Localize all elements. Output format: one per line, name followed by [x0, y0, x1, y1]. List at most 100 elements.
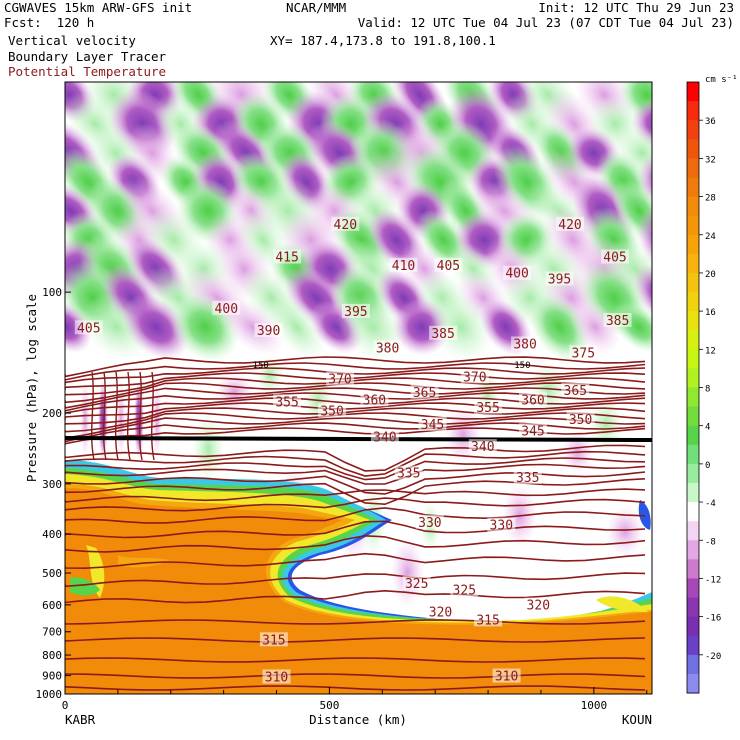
theta-contour: [65, 572, 646, 588]
colorbar: 36 32 28 24 20 16 12 8 4 0 -4 -8 -12 -16 -20: [686, 81, 721, 694]
colorbar-swatch: [687, 120, 699, 140]
theta-label-bg: [254, 323, 283, 338]
theta-label: 335: [516, 471, 539, 486]
theta-contour: [65, 589, 646, 604]
theta-label-bg: [262, 669, 291, 684]
theta-label: 400: [505, 267, 528, 282]
theta-label-bg: [511, 336, 540, 351]
theta-label: 365: [564, 384, 587, 399]
colorbar-tick-label: 12: [705, 346, 716, 356]
theta-contour: [65, 417, 646, 439]
y-tick-label: 800: [42, 649, 62, 662]
theta-label: 330: [418, 516, 441, 531]
theta-label-bg: [326, 371, 354, 386]
theta-label-bg: [331, 216, 360, 231]
theta-label: 350: [569, 413, 592, 428]
colorbar-swatch: [687, 540, 699, 560]
tracer-labels: 150 150: [253, 361, 531, 371]
colorbar-swatch: [687, 215, 699, 236]
theta-label-bg: [566, 411, 595, 426]
colorbar-swatch: [687, 597, 699, 618]
theta-contour: [65, 685, 646, 691]
y-tick-label: 600: [42, 599, 62, 612]
colorbar-tick-label: 32: [705, 155, 716, 165]
colorbar-swatch: [687, 387, 699, 408]
y-tick-label: 1000: [36, 688, 63, 701]
theta-label: 315: [262, 633, 285, 648]
theta-label: 400: [215, 302, 238, 317]
x-tick-label: 1000: [581, 699, 608, 712]
y-tick-label: 700: [42, 626, 62, 639]
velocity-cell: [390, 538, 425, 608]
potential-temperature-contours: [65, 356, 646, 691]
tracer-contour: [65, 436, 652, 442]
colorbar-swatch: [687, 463, 699, 484]
colorbar-tick-label: 24: [705, 232, 716, 242]
y-axis-label: Pressure (hPa), log scale: [24, 294, 39, 482]
theta-contour: [65, 657, 646, 663]
y-tick-label: 300: [42, 478, 62, 491]
theta-label-bg: [513, 470, 542, 484]
theta-label-bg: [418, 416, 447, 431]
theta-label: 385: [606, 314, 629, 329]
cross-section-coords: XY= 187.4,173.8 to 191.8,100.1: [270, 33, 496, 48]
colorbar-swatch: [687, 234, 699, 255]
theta-label-bg: [524, 597, 553, 612]
colorbar-swatch: [687, 101, 699, 121]
theta-label-bg: [394, 465, 423, 480]
boundary-layer-tracer-contours: [65, 436, 652, 442]
theta-contour: [138, 371, 143, 461]
theta-contour: [65, 534, 646, 553]
theta-label: 415: [275, 251, 298, 266]
theta-label: 350: [320, 404, 343, 419]
theta-label: 405: [603, 251, 626, 266]
theta-contour: [65, 463, 646, 485]
colorbar-tick-label: -8: [705, 537, 716, 547]
colorbar-swatch: [687, 578, 699, 599]
velocity-cell: [429, 291, 494, 363]
colorbar-swatch: [687, 368, 699, 389]
theta-label-bg: [373, 340, 402, 355]
theta-label: 330: [490, 519, 513, 534]
theta-label-bg: [434, 257, 463, 272]
tracer-label: 150: [253, 361, 269, 371]
theta-contour: [65, 497, 646, 512]
colorbar-tick-label: 4: [705, 423, 710, 433]
colorbar-tick-label: -4: [705, 499, 716, 509]
colorbar-swatch: [687, 635, 699, 656]
velocity-cell: [191, 415, 225, 483]
theta-contour: [65, 450, 646, 477]
theta-label-bg: [460, 369, 489, 384]
valid-time: Valid: 12 UTC Tue 04 Jul 23 (07 CDT Tue …: [357, 15, 734, 30]
init-time: Init: 12 UTC Thu 29 Jun 23: [538, 0, 734, 15]
center-label: NCAR/MMM: [286, 0, 347, 15]
colorbar-swatch: [687, 444, 699, 465]
theta-label: 325: [453, 583, 476, 598]
y-tick-label: 200: [42, 407, 62, 420]
theta-contour: [65, 471, 646, 495]
colorbar-swatch: [687, 406, 699, 427]
theta-label-bg: [487, 517, 516, 532]
colorbar-swatch: [687, 654, 699, 675]
theta-contour: [65, 488, 646, 503]
theta-label-bg: [519, 423, 547, 438]
theta-label-bg: [492, 668, 521, 683]
theta-contour: [126, 371, 131, 461]
theta-label-bg: [415, 514, 444, 529]
theta-label: 325: [405, 577, 428, 592]
colorbar-swatch: [687, 253, 699, 274]
colorbar-swatch: [687, 673, 699, 694]
theta-label: 315: [476, 613, 499, 628]
colorbar-swatch: [687, 82, 699, 102]
potential-temperature-labels: 420 420 415 410 405 405 405 400 400 395 395 390 385 3…: [74, 216, 632, 686]
theta-label-bg: [74, 320, 103, 335]
colorbar-swatch: [687, 272, 699, 293]
velocity-cell: [611, 179, 652, 243]
theta-label-bg: [569, 345, 598, 360]
theta-label: 370: [328, 373, 351, 388]
colorbar-unit: cm s⁻¹: [705, 75, 738, 85]
theta-label: 310: [495, 670, 518, 685]
theta-contour: [65, 673, 646, 679]
theta-label-bg: [603, 313, 632, 327]
